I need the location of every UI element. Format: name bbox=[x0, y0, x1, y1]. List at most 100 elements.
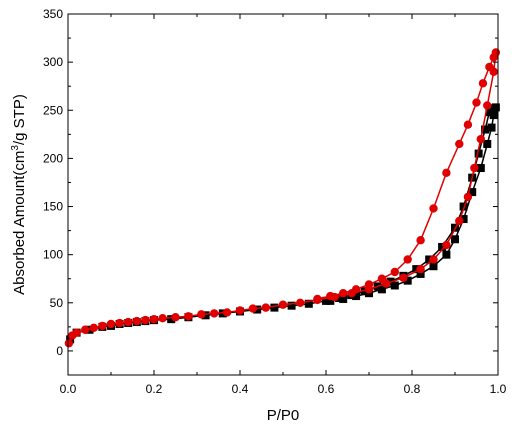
series-1-circle-point bbox=[416, 264, 425, 274]
series-1-circle-point bbox=[476, 134, 485, 144]
y-tick-label: 250 bbox=[43, 103, 63, 117]
y-tick-label: 100 bbox=[43, 248, 63, 262]
y-axis-title: Absorbed Amount(cm3/g STP) bbox=[10, 94, 28, 295]
series-1-circle-point bbox=[124, 317, 133, 327]
series-1-circle-point bbox=[248, 304, 258, 313]
series-1-circle-point bbox=[197, 310, 206, 319]
series-0-square-point bbox=[459, 202, 468, 211]
series-0-square-point bbox=[412, 265, 421, 274]
series-0-square-point bbox=[483, 139, 492, 148]
series-1-circle-point bbox=[442, 240, 451, 250]
y-axis-title-superscript: 3 bbox=[10, 145, 21, 151]
y-tick-label: 350 bbox=[43, 7, 63, 21]
series-0-square-point bbox=[360, 287, 369, 296]
series-1-circle-point bbox=[296, 298, 305, 307]
series-1-circle-point bbox=[278, 300, 288, 309]
x-tick-label: 0.0 bbox=[60, 382, 77, 396]
series-0-square-point bbox=[481, 125, 490, 134]
series-0-square-point bbox=[429, 262, 438, 271]
series-1-circle-point bbox=[489, 53, 498, 62]
series-1-circle-point bbox=[72, 328, 81, 337]
series-0-square-point bbox=[489, 111, 498, 120]
series-0-square-point bbox=[85, 325, 94, 334]
y-tick-label: 150 bbox=[43, 200, 63, 214]
series-0-square-point bbox=[326, 296, 335, 305]
series-1-circle-point bbox=[184, 312, 193, 321]
series-0-square-point bbox=[167, 315, 176, 324]
series-1-circle-point bbox=[390, 267, 399, 277]
series-0-square-point bbox=[390, 281, 399, 290]
series-0-square-point bbox=[451, 235, 459, 244]
series-0-square-point bbox=[438, 242, 447, 251]
series-0-square-point bbox=[322, 296, 330, 305]
series-1-circle-point bbox=[81, 325, 90, 334]
x-tick-label: 1.0 bbox=[490, 382, 507, 396]
series-1-circle-point bbox=[149, 314, 159, 324]
series-0-square-point bbox=[334, 293, 343, 302]
series-0-square-point bbox=[491, 103, 500, 112]
series-1-circle-point bbox=[64, 339, 74, 348]
series-1-circle-point bbox=[455, 139, 464, 149]
series-1-circle-point bbox=[141, 315, 150, 325]
series-1-circle-point bbox=[210, 309, 219, 318]
series-1-circle-point bbox=[326, 291, 335, 301]
series-1-circle-point bbox=[171, 313, 180, 322]
x-tick-label: 0.2 bbox=[146, 382, 163, 396]
series-1-circle-point bbox=[483, 101, 492, 110]
series-1-circle-point bbox=[416, 236, 425, 245]
series-0-square-point bbox=[425, 255, 434, 264]
series-1-circle-point bbox=[399, 273, 408, 282]
series-1-circle-point bbox=[235, 306, 245, 315]
x-tick-label: 0.6 bbox=[318, 382, 335, 396]
series-0-square-point bbox=[442, 250, 451, 259]
series-1-circle-point bbox=[158, 314, 167, 323]
series-1-circle-point bbox=[455, 216, 464, 226]
series-1-circle-point bbox=[470, 163, 479, 173]
series-1-circle-point bbox=[472, 98, 481, 107]
series-0-square-point bbox=[201, 311, 210, 320]
series-0-square-point bbox=[253, 305, 262, 314]
y-tick-label: 300 bbox=[43, 55, 63, 69]
series-0-square-point bbox=[459, 215, 468, 224]
series-1-circle-point bbox=[377, 274, 387, 283]
series-1-circle-point bbox=[98, 321, 107, 331]
series-1-circle-point bbox=[485, 62, 494, 72]
series-1-circle-point bbox=[351, 285, 361, 294]
y-tick-label: 200 bbox=[43, 151, 63, 165]
series-0-square-point bbox=[377, 285, 386, 294]
series-1-circle-point bbox=[442, 168, 451, 178]
series-1-circle-point bbox=[429, 255, 438, 264]
series-layer bbox=[64, 48, 501, 348]
x-tick-label: 0.8 bbox=[404, 382, 421, 396]
series-1-circle-point bbox=[313, 294, 322, 304]
series-1-circle-point bbox=[132, 316, 141, 326]
series-0-square-point bbox=[487, 123, 496, 132]
series-1-line bbox=[68, 51, 497, 344]
series-0-square-point bbox=[339, 294, 348, 303]
series-1-circle-point bbox=[463, 120, 473, 129]
y-axis-title-part-1: Absorbed Amount(cm bbox=[11, 151, 28, 295]
series-1-circle-point bbox=[222, 308, 232, 317]
series-0-square-point bbox=[287, 301, 296, 310]
series-1-circle-point bbox=[403, 255, 412, 264]
series-1-circle-point bbox=[339, 288, 348, 298]
series-1-circle-point bbox=[364, 280, 374, 289]
series-0-square-point bbox=[468, 188, 477, 197]
series-0-square-point bbox=[403, 276, 412, 285]
y-tick-label: 0 bbox=[56, 344, 63, 358]
series-0-square-point bbox=[476, 164, 485, 173]
series-1-circle-point bbox=[261, 303, 270, 312]
series-1-circle-point bbox=[478, 79, 488, 88]
series-1-circle-point bbox=[429, 204, 438, 213]
series-0-square-point bbox=[416, 269, 425, 278]
axes-layer: 0.0 0.2 0.4 0.6 0.8 1.0 0 50 100 150 200 250 300 350 bbox=[43, 7, 507, 396]
series-0-square-point bbox=[485, 108, 494, 117]
x-tick-label: 0.4 bbox=[232, 382, 249, 396]
y-tick-label: 50 bbox=[50, 296, 64, 310]
series-0-square-point bbox=[270, 303, 279, 312]
y-axis-title-part-2: /g STP) bbox=[11, 94, 28, 145]
series-1-circle-point bbox=[89, 323, 99, 333]
series-1-circle-point bbox=[463, 192, 473, 202]
series-0-square-point bbox=[352, 292, 361, 301]
